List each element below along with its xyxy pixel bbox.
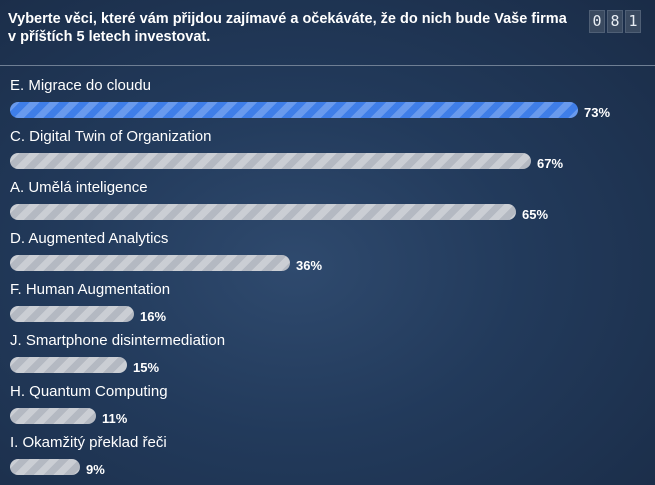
option-label: F. Human Augmentation (10, 281, 171, 298)
question-text: Vyberte věci, které vám přijdou zajímavé… (8, 11, 567, 45)
percent-label: 16% (140, 309, 167, 324)
bar-track: 9% (10, 459, 650, 477)
result-bar (10, 153, 531, 169)
option-label: E. Migrace do cloudu (10, 77, 151, 94)
result-bar (10, 357, 127, 373)
bar-track: 73% (10, 102, 650, 120)
option-label: J. Smartphone disintermediation (10, 332, 226, 349)
result-bar (10, 204, 516, 220)
result-row: E. Migrace do cloudu 73% (10, 77, 650, 128)
result-bar-leading (10, 102, 578, 118)
result-bar (10, 306, 134, 322)
counter-digit: 1 (625, 10, 641, 33)
percent-label: 67% (537, 156, 564, 171)
percent-label: 73% (584, 105, 611, 120)
result-bar (10, 255, 290, 271)
option-label: H. Quantum Computing (10, 383, 168, 400)
result-bar (10, 459, 80, 475)
results-list: E. Migrace do cloudu 73% C. Digital Twin o… (10, 77, 650, 485)
percent-label: 65% (522, 207, 549, 222)
percent-label: 9% (86, 462, 105, 477)
result-row: H. Quantum Computing 11% (10, 383, 650, 434)
result-row: D. Augmented Analytics 36% (10, 230, 650, 281)
result-row: J. Smartphone disintermediation 15% (10, 332, 650, 383)
bar-track: 67% (10, 153, 650, 171)
bar-track: 11% (10, 408, 650, 426)
bar-track: 36% (10, 255, 650, 273)
bar-track: 15% (10, 357, 650, 375)
response-counter: 0 8 1 (589, 10, 641, 33)
result-row: F. Human Augmentation 16% (10, 281, 650, 332)
option-label: A. Umělá inteligence (10, 179, 148, 196)
percent-label: 11% (102, 411, 128, 426)
counter-digit: 0 (589, 10, 605, 33)
option-label: C. Digital Twin of Organization (10, 128, 212, 145)
bar-track: 65% (10, 204, 650, 222)
percent-label: 36% (296, 258, 323, 273)
question-header: Vyberte věci, které vám přijdou zajímavé… (0, 0, 655, 66)
result-row: A. Umělá inteligence 65% (10, 179, 650, 230)
result-row: C. Digital Twin of Organization 67% (10, 128, 650, 179)
result-bar (10, 408, 96, 424)
option-label: D. Augmented Analytics (10, 230, 169, 247)
counter-digit: 8 (607, 10, 623, 33)
option-label: I. Okamžitý překlad řeči (10, 434, 167, 451)
percent-label: 15% (133, 360, 160, 375)
bar-track: 16% (10, 306, 650, 324)
result-row: I. Okamžitý překlad řeči 9% (10, 434, 650, 485)
